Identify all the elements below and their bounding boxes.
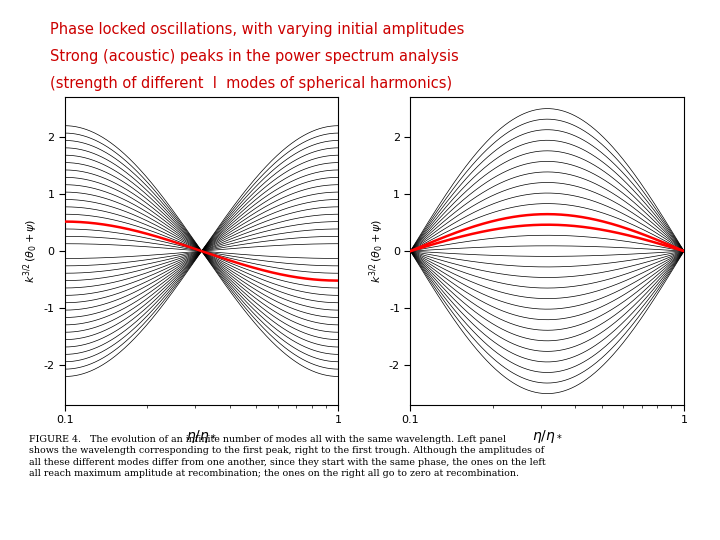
Y-axis label: $k^{3/2}\,(\theta_0 + \psi)$: $k^{3/2}\,(\theta_0 + \psi)$: [22, 219, 40, 284]
X-axis label: $\eta/\eta_*$: $\eta/\eta_*$: [532, 428, 562, 445]
Text: FIGURE 4.   The evolution of an infinite number of modes all with the same wavel: FIGURE 4. The evolution of an infinite n…: [29, 435, 546, 478]
Text: Strong (acoustic) peaks in the power spectrum analysis: Strong (acoustic) peaks in the power spe…: [50, 49, 459, 64]
Y-axis label: $k^{3/2}\,(\theta_0 + \psi)$: $k^{3/2}\,(\theta_0 + \psi)$: [367, 219, 386, 284]
Text: (strength of different  l  modes of spherical harmonics): (strength of different l modes of spheri…: [50, 76, 453, 91]
X-axis label: $\eta/\eta_*$: $\eta/\eta_*$: [186, 428, 217, 445]
Text: Phase locked oscillations, with varying initial amplitudes: Phase locked oscillations, with varying …: [50, 22, 465, 37]
